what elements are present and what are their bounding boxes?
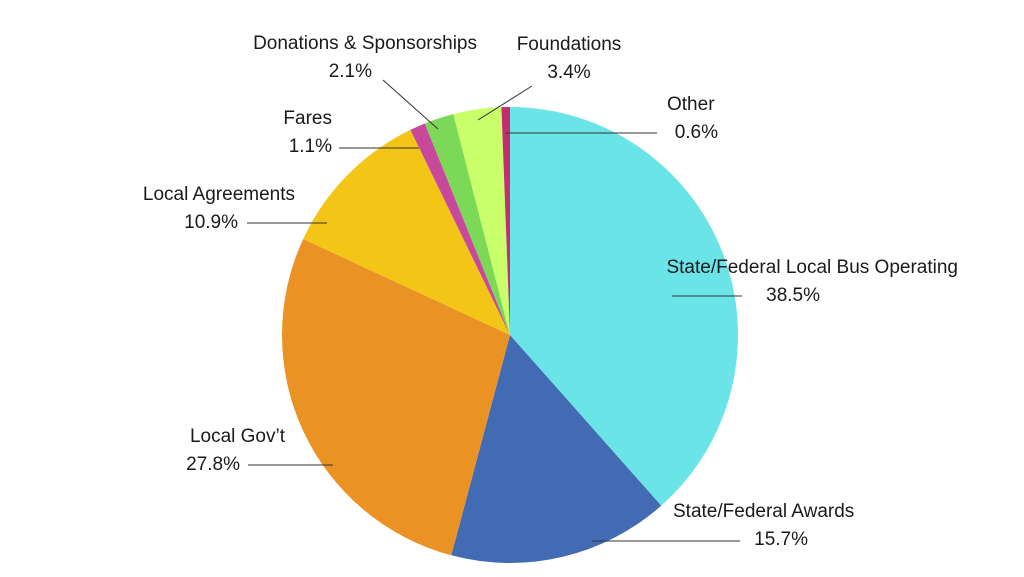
- pie-slice-local-gov-t: [282, 238, 510, 556]
- slice-value-foundations: 3.4%: [547, 62, 590, 83]
- slice-label-state-federal-awards: State/Federal Awards: [673, 501, 854, 522]
- slice-label-other: Other: [667, 94, 715, 115]
- pie-slice-foundations: [453, 107, 510, 335]
- slice-label-foundations: Foundations: [517, 34, 622, 55]
- slice-label-local-agreements: Local Agreements: [143, 184, 295, 205]
- slice-label-donations-sponsorships: Donations & Sponsorships: [253, 33, 477, 54]
- pie-slice-state-federal-awards: [451, 335, 662, 563]
- slice-value-local-gov-t: 27.8%: [186, 454, 240, 475]
- slice-value-fares: 1.1%: [289, 136, 332, 157]
- slice-label-fares: Fares: [283, 108, 332, 129]
- slice-value-state-federal-awards: 15.7%: [754, 529, 808, 550]
- slice-value-other: 0.6%: [675, 122, 718, 143]
- slice-label-local-gov-t: Local Gov’t: [190, 426, 286, 447]
- pie-slice-donations-sponsorships: [424, 114, 510, 336]
- leader-line-donations-sponsorships: [382, 79, 439, 130]
- slice-label-state-federal-local-bus-operating: State/Federal Local Bus Operating: [666, 257, 958, 278]
- pie-slice-fares: [410, 123, 510, 335]
- slice-value-donations-sponsorships: 2.1%: [329, 61, 372, 82]
- pie-slice-other: [501, 107, 510, 335]
- leader-line-foundations: [477, 85, 533, 121]
- pie-slice-local-agreements: [303, 129, 510, 335]
- slice-value-local-agreements: 10.9%: [184, 212, 238, 233]
- slice-value-state-federal-local-bus-operating: 38.5%: [766, 285, 820, 306]
- pie-slice-state-federal-local-bus-operating: [510, 107, 739, 506]
